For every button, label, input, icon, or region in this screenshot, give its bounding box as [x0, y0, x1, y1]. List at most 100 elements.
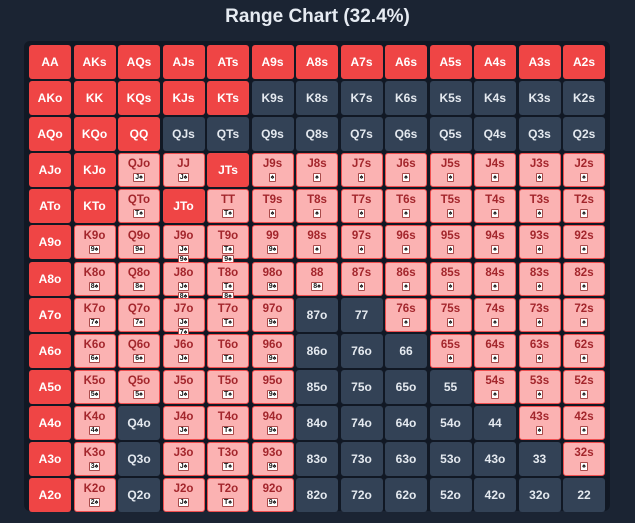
hand-cell-k3s[interactable]: K3s	[518, 81, 561, 116]
hand-cell-k2s[interactable]: K2s	[563, 81, 605, 116]
hand-cell-54o[interactable]: 54o	[429, 405, 472, 440]
hand-cell-54s[interactable]: 54s ♠	[474, 369, 516, 404]
hand-cell-j5o[interactable]: J5o J♠	[162, 369, 205, 404]
hand-cell-73o[interactable]: 73o	[340, 442, 383, 477]
hand-cell-q4s[interactable]: Q4s	[474, 117, 516, 152]
hand-cell-43s[interactable]: 43s ♠	[518, 405, 561, 440]
hand-cell-k3o[interactable]: K3o 3♠	[73, 442, 116, 477]
hand-cell-76o[interactable]: 76o	[340, 333, 383, 368]
hand-cell-q3s[interactable]: Q3s	[518, 117, 561, 152]
hand-cell-63s[interactable]: 63s ♠	[518, 333, 561, 368]
hand-cell-t5s[interactable]: T5s ♠	[429, 189, 472, 224]
hand-cell-62s[interactable]: 62s ♠	[563, 333, 605, 368]
hand-cell-84o[interactable]: 84o	[296, 405, 338, 440]
hand-cell-t4o[interactable]: T4o T♠	[207, 405, 249, 440]
hand-cell-kjo[interactable]: KJo	[73, 153, 116, 188]
hand-cell-aqs[interactable]: AQs	[118, 45, 160, 79]
hand-cell-93s[interactable]: 93s ♠	[518, 225, 561, 260]
hand-cell-q5s[interactable]: Q5s	[429, 117, 472, 152]
hand-cell-q7s[interactable]: Q7s	[340, 117, 383, 152]
hand-cell-86o[interactable]: 86o	[296, 333, 338, 368]
hand-cell-92o[interactable]: 92o 9♠	[251, 478, 294, 513]
hand-cell-kts[interactable]: KTs	[207, 81, 249, 116]
hand-cell-a5o[interactable]: A5o	[29, 369, 71, 404]
hand-cell-t8o[interactable]: T8o T♠ 8♠	[207, 261, 249, 301]
hand-cell-k7o[interactable]: K7o 7♠	[73, 297, 116, 332]
hand-cell-84s[interactable]: 84s ♠	[474, 261, 516, 296]
hand-cell-a4s[interactable]: A4s	[474, 45, 516, 79]
hand-cell-t9s[interactable]: T9s ♠	[251, 189, 294, 224]
hand-cell-a4o[interactable]: A4o	[29, 405, 71, 440]
hand-cell-72s[interactable]: 72s ♠	[563, 297, 605, 332]
hand-cell-k9s[interactable]: K9s	[251, 81, 294, 116]
hand-cell-a7s[interactable]: A7s	[340, 45, 383, 79]
hand-cell-88[interactable]: 88 8♠	[296, 261, 338, 296]
hand-cell-42s[interactable]: 42s ♠	[563, 405, 605, 440]
hand-cell-q9s[interactable]: Q9s	[251, 117, 294, 152]
hand-cell-kto[interactable]: KTo	[73, 189, 116, 224]
hand-cell-t2o[interactable]: T2o T♠	[207, 478, 249, 513]
hand-cell-q2s[interactable]: Q2s	[563, 117, 605, 152]
hand-cell-a6s[interactable]: A6s	[385, 45, 427, 79]
hand-cell-k2o[interactable]: K2o 2♠	[73, 478, 116, 513]
hand-cell-j7o[interactable]: J7o J♠ 7♠	[162, 297, 205, 337]
hand-cell-a3o[interactable]: A3o	[29, 442, 71, 477]
hand-cell-t4s[interactable]: T4s ♠	[474, 189, 516, 224]
hand-cell-43o[interactable]: 43o	[474, 442, 516, 477]
hand-cell-q8s[interactable]: Q8s	[296, 117, 338, 152]
hand-cell-k4s[interactable]: K4s	[474, 81, 516, 116]
hand-cell-j2o[interactable]: J2o J♠	[162, 478, 205, 513]
hand-cell-j9o[interactable]: J9o J♠ 9♠	[162, 225, 205, 265]
hand-cell-a3s[interactable]: A3s	[518, 45, 561, 79]
hand-cell-j6o[interactable]: J6o J♠	[162, 333, 205, 368]
hand-cell-qts[interactable]: QTs	[207, 117, 249, 152]
hand-cell-j7s[interactable]: J7s ♠	[340, 153, 383, 188]
hand-cell-63o[interactable]: 63o	[385, 442, 427, 477]
hand-cell-q6s[interactable]: Q6s	[385, 117, 427, 152]
hand-cell-75s[interactable]: 75s ♠	[429, 297, 472, 332]
hand-cell-q3o[interactable]: Q3o	[118, 442, 160, 477]
hand-cell-j8o[interactable]: J8o J♠ 8♠	[162, 261, 205, 301]
hand-cell-52o[interactable]: 52o	[429, 478, 472, 513]
hand-cell-96s[interactable]: 96s ♠	[385, 225, 427, 260]
hand-cell-a2o[interactable]: A2o	[29, 478, 71, 513]
hand-cell-qto[interactable]: QTo T♠	[118, 189, 160, 224]
hand-cell-t7o[interactable]: T7o T♠	[207, 297, 249, 332]
hand-cell-k6s[interactable]: K6s	[385, 81, 427, 116]
hand-cell-65s[interactable]: 65s ♠	[429, 333, 472, 368]
hand-cell-a9s[interactable]: A9s	[251, 45, 294, 79]
hand-cell-95o[interactable]: 95o 9♠	[251, 369, 294, 404]
hand-cell-q8o[interactable]: Q8o 8♠	[118, 261, 160, 296]
hand-cell-76s[interactable]: 76s ♠	[385, 297, 427, 332]
hand-cell-65o[interactable]: 65o	[385, 369, 427, 404]
hand-cell-64s[interactable]: 64s ♠	[474, 333, 516, 368]
hand-cell-53o[interactable]: 53o	[429, 442, 472, 477]
hand-cell-a6o[interactable]: A6o	[29, 333, 71, 368]
hand-cell-j5s[interactable]: J5s ♠	[429, 153, 472, 188]
hand-cell-53s[interactable]: 53s ♠	[518, 369, 561, 404]
hand-cell-97o[interactable]: 97o 9♠	[251, 297, 294, 332]
hand-cell-33[interactable]: 33	[518, 442, 561, 477]
hand-cell-a8o[interactable]: A8o	[29, 261, 71, 296]
hand-cell-a7o[interactable]: A7o	[29, 297, 71, 332]
hand-cell-q4o[interactable]: Q4o	[118, 405, 160, 440]
hand-cell-98s[interactable]: 98s ♠	[296, 225, 338, 260]
hand-cell-a9o[interactable]: A9o	[29, 225, 71, 260]
hand-cell-99[interactable]: 99 9♠	[251, 225, 294, 260]
hand-cell-a2s[interactable]: A2s	[563, 45, 605, 79]
hand-cell-aa[interactable]: AA	[29, 45, 71, 79]
hand-cell-32o[interactable]: 32o	[518, 478, 561, 513]
hand-cell-q9o[interactable]: Q9o 9♠	[118, 225, 160, 260]
hand-cell-t5o[interactable]: T5o T♠	[207, 369, 249, 404]
hand-cell-k4o[interactable]: K4o 4♠	[73, 405, 116, 440]
hand-cell-j3o[interactable]: J3o J♠	[162, 442, 205, 477]
hand-cell-62o[interactable]: 62o	[385, 478, 427, 513]
hand-cell-ako[interactable]: AKo	[29, 81, 71, 116]
hand-cell-92s[interactable]: 92s ♠	[563, 225, 605, 260]
hand-cell-t2s[interactable]: T2s ♠	[563, 189, 605, 224]
hand-cell-82s[interactable]: 82s ♠	[563, 261, 605, 296]
hand-cell-q6o[interactable]: Q6o 6♠	[118, 333, 160, 368]
hand-cell-95s[interactable]: 95s ♠	[429, 225, 472, 260]
hand-cell-t6s[interactable]: T6s ♠	[385, 189, 427, 224]
hand-cell-94o[interactable]: 94o 9♠	[251, 405, 294, 440]
